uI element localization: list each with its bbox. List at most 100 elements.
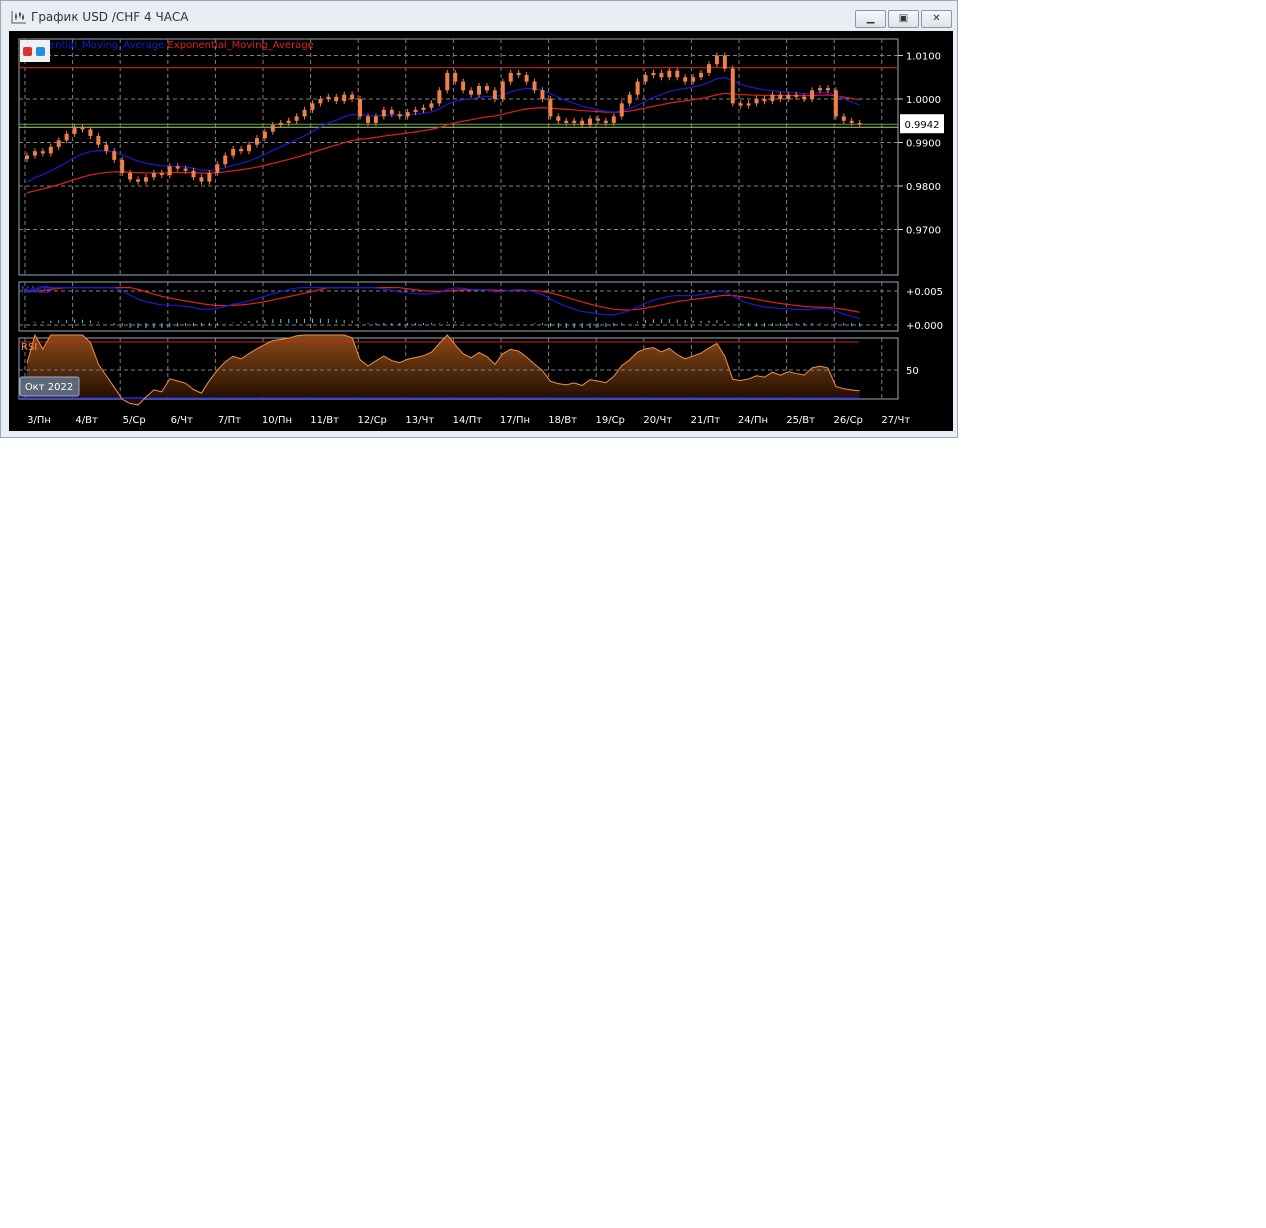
candle-body [175, 166, 180, 169]
x-tick-label: 17/Пн [500, 415, 530, 426]
macd-line [26, 287, 860, 319]
candle-body [120, 159, 125, 173]
legend-ema-red[interactable]: Exponential_Moving_Average [167, 40, 314, 51]
candle-body [778, 94, 783, 99]
candle-body [508, 72, 513, 82]
minimize-icon: ▁ [866, 13, 875, 24]
candle-body [350, 94, 355, 99]
chart-area[interactable]: 3/Пн 4/Вт 5/Ср 6/Чт 7/Пт 10/Пн 11/Вт 12/Ср 13/Чт… [9, 31, 953, 431]
candle-body [48, 146, 53, 154]
candle-body [247, 144, 252, 152]
candle-body [239, 149, 244, 152]
candle-body [730, 68, 735, 104]
candle-body [461, 81, 466, 91]
rsi-label: RSI [21, 342, 37, 353]
restore-icon: ▣ [898, 13, 909, 24]
candle-body [326, 96, 331, 99]
candle-body [595, 118, 600, 121]
candle-body [96, 135, 101, 145]
candle-body [112, 151, 117, 160]
x-tick-label: 14/Пт [453, 415, 483, 426]
title-bar[interactable]: График USD /CHF 4 ЧАСА ▁ ▣ ✕ [1, 1, 957, 33]
maximize-button[interactable]: ▣ [888, 10, 919, 28]
candle-body [556, 116, 561, 121]
candle-body [56, 140, 61, 147]
candle-body [136, 179, 141, 182]
y-tick-label: 1.0100 [906, 52, 941, 63]
candle-body [128, 172, 133, 180]
candle-body [699, 72, 704, 78]
chart-app-icon [11, 11, 26, 24]
candle-body [722, 55, 727, 69]
x-tick-label: 13/Чт [405, 415, 434, 426]
candle-body [72, 127, 77, 134]
candle-body [484, 85, 489, 91]
candle-body [191, 170, 196, 178]
candle-body [841, 116, 846, 121]
current-price-badge [900, 114, 944, 134]
candle-body [405, 112, 410, 117]
candle-body [310, 103, 315, 110]
legend-ema-blue[interactable]: ential_Moving_Average [49, 40, 165, 51]
x-tick-label: 10/Пн [262, 415, 292, 426]
rsi-panel-frame [18, 337, 899, 400]
y-tick-label: 0.9900 [906, 139, 941, 150]
y-tick-label: 0.9800 [906, 182, 941, 193]
candle-body [215, 164, 220, 173]
candle-body [453, 72, 458, 82]
candle-body [603, 120, 608, 123]
x-tick-label: 19/Ср [595, 415, 624, 426]
candle-body [524, 75, 529, 82]
candle-body [588, 118, 593, 126]
ema-fast-line [26, 76, 860, 183]
current-price-label: 0.9942 [905, 120, 940, 131]
candle-body [675, 70, 680, 78]
x-tick-label: 21/Пт [691, 415, 721, 426]
chart-window: График USD /CHF 4 ЧАСА ▁ ▣ ✕ 3/Пн 4/Вт 5/С… [0, 0, 958, 438]
candle-body [849, 120, 854, 123]
candle-body [413, 109, 418, 113]
candle-body [500, 81, 505, 99]
candle-body [492, 90, 497, 99]
candle-body [342, 94, 347, 102]
main-panel-frame [18, 38, 899, 276]
candle-body [683, 77, 688, 82]
candle-body [270, 125, 275, 132]
chart-canvas[interactable]: 3/Пн 4/Вт 5/Ср 6/Чт 7/Пт 10/Пн 11/Вт 12/Ср 13/Чт… [9, 31, 953, 431]
red-square-icon [23, 47, 32, 56]
macd-tick-label: +0.005 [906, 287, 943, 298]
candle-body [183, 168, 188, 171]
candle-body [572, 120, 577, 123]
candle-body [445, 72, 450, 91]
x-tick-label: 24/Пн [738, 415, 768, 426]
candle-body [334, 96, 339, 102]
close-button[interactable]: ✕ [921, 10, 952, 28]
x-tick-label: 25/Вт [786, 415, 815, 426]
candle-body [770, 94, 775, 102]
candle-body [40, 151, 45, 154]
candle-body [627, 94, 632, 104]
candle-body [231, 149, 236, 156]
macd-panel-frame [18, 281, 899, 332]
x-tick-label: 20/Чт [643, 415, 672, 426]
candle-body [207, 172, 212, 182]
rsi-line [26, 333, 860, 406]
candle-body [25, 155, 29, 160]
minimize-button[interactable]: ▁ [855, 10, 886, 28]
color-toggle[interactable] [20, 40, 50, 62]
x-tick-label: 6/Чт [171, 415, 194, 426]
x-tick-label: 12/Ср [357, 415, 386, 426]
candle-body [88, 129, 93, 136]
candle-body [643, 75, 648, 82]
x-tick-label: 5/Ср [123, 415, 146, 426]
window-title: График USD /CHF 4 ЧАСА [31, 10, 189, 24]
candle-body [167, 166, 172, 176]
candle-body [857, 122, 862, 125]
x-tick-label: 7/Пт [218, 415, 241, 426]
candle-body [619, 103, 624, 117]
candle-body [302, 109, 307, 117]
candle-body [477, 85, 482, 95]
candle-body [389, 109, 394, 115]
candle-body [373, 116, 378, 123]
rsi-area [27, 335, 860, 405]
